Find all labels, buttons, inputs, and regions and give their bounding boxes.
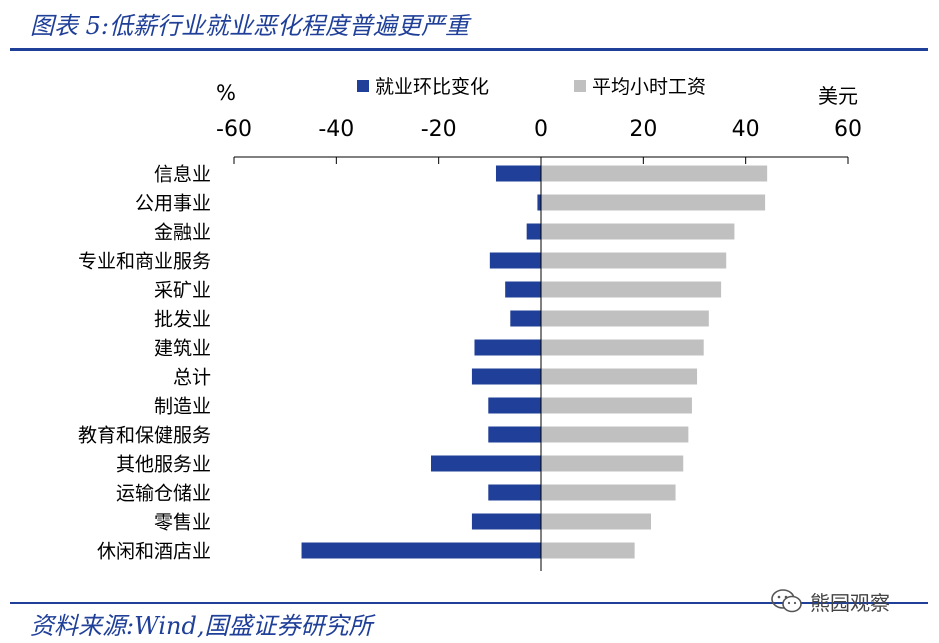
x-tick-label: -40 xyxy=(318,117,354,142)
category-label: 运输仓储业 xyxy=(116,483,211,505)
category-label: 公用事业 xyxy=(135,193,211,215)
legend-swatch-wage xyxy=(574,80,586,92)
bar-hourly-wage xyxy=(541,281,722,298)
bar-hourly-wage xyxy=(541,484,676,501)
bar-hourly-wage xyxy=(541,194,766,211)
category-label: 休闲和酒店业 xyxy=(97,541,211,563)
wechat-icon xyxy=(771,589,802,613)
x-tick-label: 40 xyxy=(732,117,760,142)
bar-hourly-wage xyxy=(541,223,735,240)
category-label: 采矿业 xyxy=(154,280,211,302)
legend-swatch-employment xyxy=(357,80,369,92)
bar-hourly-wage xyxy=(541,310,709,327)
category-label: 信息业 xyxy=(154,164,211,186)
category-label: 制造业 xyxy=(154,396,211,418)
bar-employment-change xyxy=(495,165,541,182)
legend-label-wage: 平均小时工资 xyxy=(592,76,706,98)
bar-hourly-wage xyxy=(541,426,689,443)
category-label: 总计 xyxy=(173,367,211,389)
bar-hourly-wage xyxy=(541,397,692,414)
figure-title: 图表 5:低薪行业就业恶化程度普遍更严重 xyxy=(30,12,469,40)
bar-chart: 就业环比变化 平均小时工资% 美元 -60 -40 -20 0 20 40 60 信息业公用事业金融… xyxy=(78,76,862,571)
bar-employment-change xyxy=(488,484,541,501)
bar-hourly-wage xyxy=(541,513,652,530)
source-note: 资料来源:Wind,国盛证券研究所 xyxy=(30,612,373,640)
category-label: 其他服务业 xyxy=(116,454,211,476)
bar-employment-change xyxy=(488,397,541,414)
x-tick-label: 60 xyxy=(834,117,862,142)
x-left-unit-label: % xyxy=(216,81,236,105)
category-label: 专业和商业服务 xyxy=(78,251,211,273)
category-label: 批发业 xyxy=(154,309,211,331)
x-tick-label: 20 xyxy=(629,117,657,142)
bar-hourly-wage xyxy=(541,339,704,356)
bar-employment-change xyxy=(537,194,541,211)
category-label: 金融业 xyxy=(154,222,211,244)
bar-hourly-wage xyxy=(541,165,768,182)
title-rule xyxy=(10,48,928,51)
bar-employment-change xyxy=(471,368,541,385)
bar-hourly-wage xyxy=(541,455,684,472)
watermark-text: 熊园观察 xyxy=(810,590,890,615)
x-tick-label: 0 xyxy=(534,117,548,142)
category-label: 建筑业 xyxy=(154,338,211,360)
x-tick-label: -60 xyxy=(216,117,252,142)
bar-employment-change xyxy=(301,542,541,559)
bar-employment-change xyxy=(510,310,541,327)
source-rule xyxy=(10,602,928,604)
bar-employment-change xyxy=(526,223,541,240)
bar-employment-change xyxy=(505,281,541,298)
x-right-unit-label: 美元 xyxy=(818,84,858,108)
bar-employment-change xyxy=(430,455,541,472)
bar-hourly-wage xyxy=(541,368,698,385)
category-label: 零售业 xyxy=(154,512,211,534)
watermark: 熊园观察 xyxy=(770,586,890,616)
legend-label-employment: 就业环比变化 xyxy=(375,76,489,98)
bar-employment-change xyxy=(488,426,541,443)
bar-employment-change xyxy=(474,339,541,356)
bar-hourly-wage xyxy=(541,252,727,269)
bar-employment-change xyxy=(471,513,541,530)
bar-hourly-wage xyxy=(541,542,635,559)
bar-employment-change xyxy=(489,252,541,269)
category-label: 教育和保健服务 xyxy=(78,425,211,447)
x-tick-label: -20 xyxy=(421,117,457,142)
